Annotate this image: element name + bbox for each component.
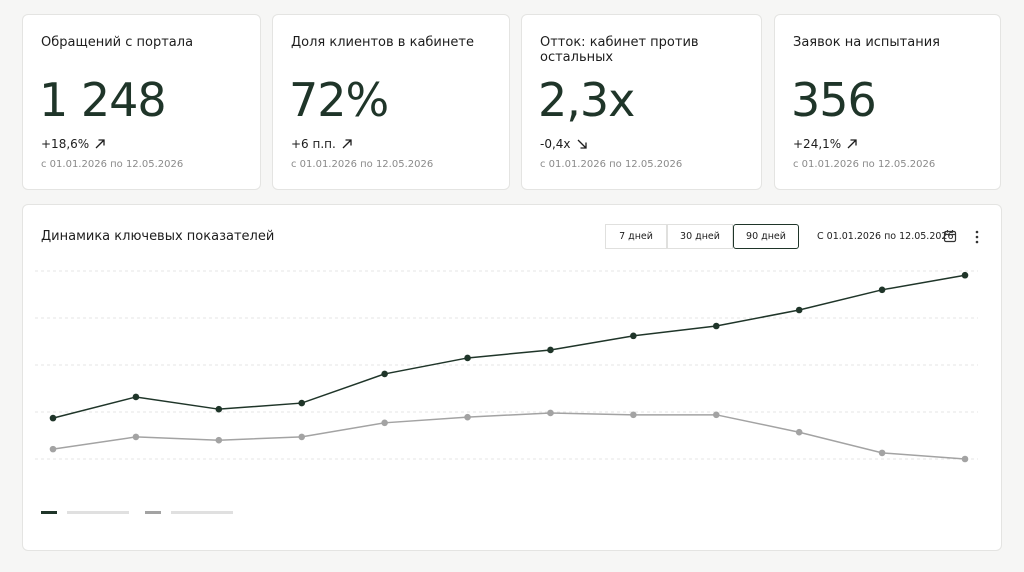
period-button[interactable]: 30 дней	[667, 224, 733, 249]
trend-arrow	[577, 139, 587, 149]
chart-title: Динамика ключевых показателей	[41, 229, 275, 244]
kpi-period: с 01.01.2026 по 12.05.2026	[291, 159, 434, 170]
data-point	[878, 449, 886, 457]
data-point	[381, 419, 388, 427]
kpi-delta-row: -0,4x	[540, 137, 587, 151]
trend-arrow	[342, 139, 352, 149]
more-menu[interactable]	[973, 229, 981, 245]
period-button[interactable]: 90 дней	[733, 224, 799, 249]
data-point	[630, 332, 637, 340]
kpi-title: Заявок на испытания	[793, 35, 940, 50]
line-chart	[35, 270, 978, 514]
kpi-value: 72%	[289, 73, 389, 127]
arrow-path	[95, 139, 105, 149]
series-line	[52, 274, 966, 419]
legend-swatch	[41, 511, 57, 514]
data-point	[464, 354, 471, 362]
arrow-path	[342, 139, 352, 149]
kpi-delta: -0,4x	[540, 137, 571, 151]
kpi-delta: +18,6%	[41, 137, 90, 151]
kpi-title: Доля клиентов в кабинете	[291, 35, 474, 50]
kpi-delta-row: +24,1%	[793, 137, 857, 151]
data-point	[215, 405, 223, 413]
kpi-period: с 01.01.2026 по 12.05.2026	[41, 159, 184, 170]
kpi-card: Отток: кабинет против остальных 2,3x -0,4x…	[521, 14, 762, 190]
data-point	[132, 393, 140, 401]
legend-swatch	[145, 511, 161, 514]
data-point	[547, 346, 554, 354]
kpi-delta-row: +6 п.п.	[291, 137, 352, 151]
data-point	[712, 322, 720, 330]
data-point	[49, 414, 57, 422]
arrow-path	[847, 139, 857, 149]
trend-arrow	[847, 139, 857, 149]
trend-arrow	[95, 139, 105, 149]
data-point	[961, 455, 969, 463]
data-point	[298, 433, 306, 441]
series-line	[52, 412, 966, 460]
data-point	[49, 445, 57, 453]
data-point	[795, 428, 803, 436]
data-point	[630, 411, 637, 419]
kpi-delta: +24,1%	[793, 137, 842, 151]
data-point	[464, 413, 471, 421]
calendar-icon[interactable]	[943, 229, 957, 243]
data-point	[215, 436, 223, 444]
data-point	[878, 286, 886, 294]
kpi-delta: +6 п.п.	[291, 137, 336, 151]
kpi-card: Доля клиентов в кабинете 72% +6 п.п. с 01.0…	[272, 14, 510, 190]
legend-placeholder	[171, 511, 233, 514]
kpi-title: Обращений с портала	[41, 35, 194, 50]
data-point	[381, 370, 388, 378]
data-point	[298, 399, 306, 407]
kpi-value: 356	[791, 73, 877, 127]
arrow-path	[577, 139, 587, 149]
kpi-value: 2,3x	[538, 73, 635, 127]
kpi-period: с 01.01.2026 по 12.05.2026	[793, 159, 936, 170]
data-point	[547, 409, 554, 417]
kpi-card: Обращений с портала 1 248 +18,6% с 01.01.20…	[22, 14, 261, 190]
data-point	[712, 411, 720, 419]
chart-card: Динамика ключевых показателей 7 дней 30 д…	[22, 204, 1002, 551]
kpi-card: Заявок на испытания 356 +24,1% с 01.01.2026…	[774, 14, 1001, 190]
legend-placeholder	[67, 511, 129, 514]
period-buttons: 7 дней 30 дней 90 дней	[605, 224, 799, 249]
data-point	[795, 306, 803, 314]
kpi-title: Отток: кабинет против остальных	[540, 35, 699, 65]
period-button[interactable]: 7 дней	[605, 224, 667, 249]
data-point	[961, 271, 969, 279]
date-range[interactable]: С 01.01.2026 по 12.05.2026	[817, 231, 954, 242]
kpi-value: 1 248	[39, 73, 167, 127]
kpi-delta-row: +18,6%	[41, 137, 105, 151]
kpi-period: с 01.01.2026 по 12.05.2026	[540, 159, 683, 170]
data-point	[132, 433, 140, 441]
